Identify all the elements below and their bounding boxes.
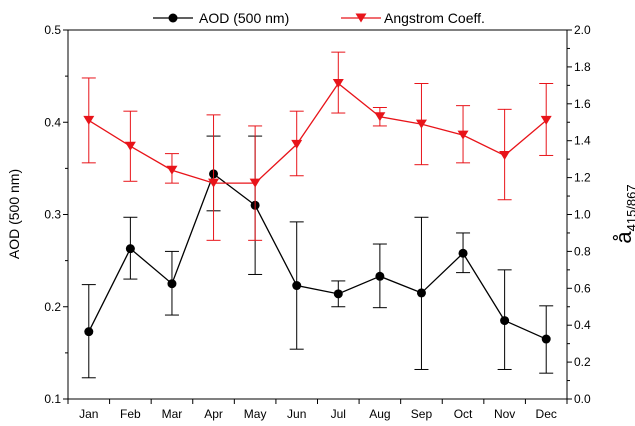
- aod-point: [458, 248, 468, 258]
- right-tick-label: 1.4: [574, 134, 591, 148]
- right-tick-label: 1.6: [574, 97, 591, 111]
- legend-aod-marker: [168, 13, 178, 23]
- x-tick-label-feb: Feb: [120, 407, 141, 421]
- aod-point: [292, 281, 302, 291]
- right-tick-label: 0.4: [574, 318, 591, 332]
- left-tick-label: 0.1: [44, 392, 61, 406]
- right-tick-label: 0.2: [574, 355, 591, 369]
- aod-point: [375, 271, 385, 281]
- angstrom-point: [374, 112, 386, 122]
- x-tick-label-nov: Nov: [494, 407, 515, 421]
- left-tick-label: 0.4: [44, 115, 61, 129]
- x-tick-label-dec: Dec: [536, 407, 557, 421]
- right-tick-label: 1.0: [574, 208, 591, 222]
- angstrom-point: [249, 178, 261, 188]
- x-tick-label-jan: Jan: [79, 407, 98, 421]
- plot-frame: [67, 29, 568, 400]
- x-tick-label-aug: Aug: [369, 407, 390, 421]
- x-tick-label-sep: Sep: [411, 407, 433, 421]
- angstrom-point: [83, 115, 95, 125]
- angstrom-point: [166, 165, 178, 175]
- right-tick-label: 2.0: [574, 23, 591, 37]
- angstrom-point: [332, 79, 344, 89]
- x-tick-label-jul: Jul: [331, 407, 346, 421]
- left-tick-label: 0.3: [44, 208, 61, 222]
- aod-point: [125, 244, 135, 254]
- aod-point: [167, 279, 177, 289]
- aod-point: [333, 289, 343, 299]
- right-axis-title-base: å: [611, 231, 635, 244]
- aod-series-line: [88, 172, 547, 340]
- plot-area: 0.1 0.2 0.3 0.4 0.5 0.0 0.2 0.4 0.6 0.8 1.0 1.2 1.4 1…: [44, 23, 591, 421]
- x-tick-label-may: May: [244, 407, 267, 421]
- legend-angstrom-label: Angstrom Coeff.: [384, 10, 485, 26]
- aod-point: [500, 316, 510, 326]
- x-tick-label-oct: Oct: [454, 407, 473, 421]
- legend-angstrom-marker: [355, 13, 367, 23]
- right-tick-label: 0.6: [574, 281, 591, 295]
- angstrom-series-line: [88, 82, 547, 184]
- x-tick-label-jun: Jun: [287, 407, 306, 421]
- aod-point: [541, 334, 551, 344]
- right-tick-label: 0.0: [574, 392, 591, 406]
- left-tick-label: 0.5: [44, 23, 61, 37]
- legend-aod-label: AOD (500 nm): [199, 10, 289, 26]
- angstrom-point: [208, 178, 220, 188]
- right-tick-label: 1.8: [574, 60, 591, 74]
- aod-point: [84, 327, 94, 337]
- right-axis-title: å415/867: [611, 184, 635, 243]
- right-tick-label: 1.2: [574, 171, 591, 185]
- legend: AOD (500 nm) Angstrom Coeff.: [153, 10, 485, 26]
- left-axis-title: AOD (500 nm): [6, 169, 22, 259]
- angstrom-point: [124, 141, 136, 151]
- x-tick-label-mar: Mar: [162, 407, 183, 421]
- angstrom-point: [540, 115, 552, 125]
- angstrom-point: [499, 150, 511, 160]
- angstrom-point: [457, 130, 469, 140]
- angstrom-point: [291, 139, 303, 149]
- angstrom-point: [415, 119, 427, 129]
- aod-point: [416, 288, 426, 298]
- right-tick-label: 0.8: [574, 244, 591, 258]
- right-axis-title-subscript: 415/867: [624, 184, 635, 231]
- left-tick-label: 0.2: [44, 300, 61, 314]
- x-tick-label-apr: Apr: [204, 407, 223, 421]
